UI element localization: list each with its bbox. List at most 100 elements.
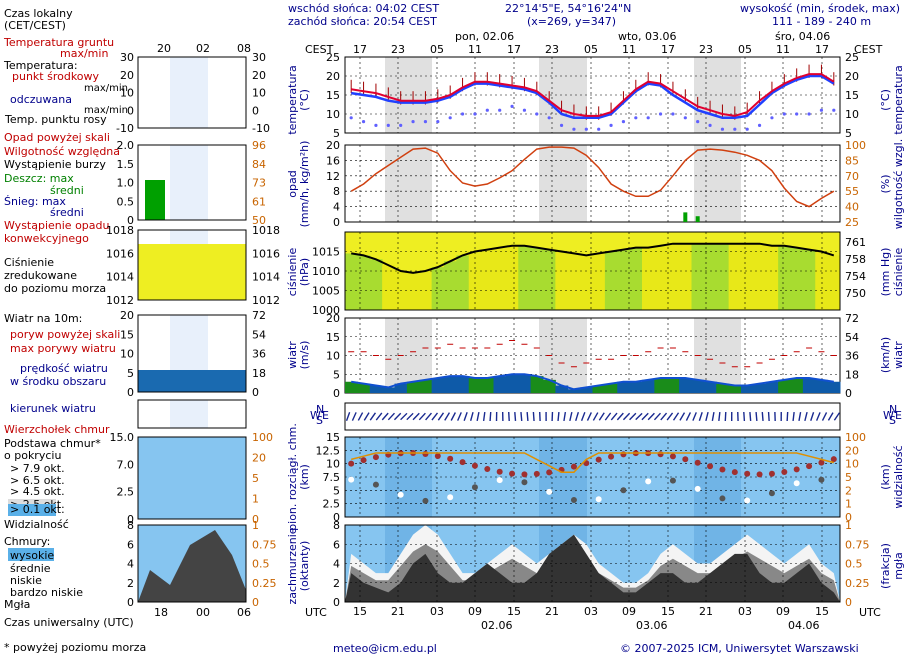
press-column: [691, 243, 705, 310]
mini-wind-fill: [138, 370, 246, 392]
cloud-base-dot: [570, 497, 577, 504]
wind-dir-arrow: [418, 412, 426, 421]
mini-temp-tick-label: -10: [116, 122, 134, 135]
wind-dir-arrow: [520, 411, 523, 422]
legend-okt-5-box: [8, 504, 56, 516]
mini-cover-frame: [137, 524, 247, 603]
dew-point-dot: [819, 108, 824, 112]
dew-point-dot: [485, 108, 489, 112]
temp-left-label: temperatura: [286, 65, 299, 134]
press-mmhg-label: 758: [845, 253, 866, 266]
mini-wind-tick-label: 15: [120, 328, 134, 341]
visibility-tick-label: 0: [845, 511, 852, 524]
press-mmhg-label: 761: [845, 236, 866, 249]
wind-dir-arrow: [629, 412, 637, 421]
dew-point-dot: [757, 123, 762, 127]
dew-point-dot: [547, 116, 551, 120]
cloud-top-dot: [682, 456, 689, 463]
legend-okt-5: > 0.1 okt.: [10, 503, 65, 516]
wind-dir-arrow: [833, 412, 841, 421]
press-column: [456, 255, 470, 310]
wind-dir-arrow: [532, 411, 535, 422]
dew-point-dot: [621, 120, 626, 124]
mini-wind-tick-label: 10: [120, 348, 134, 361]
mini-cloud-tick-label-right: 0: [252, 513, 259, 526]
cest-hour-label: 23: [391, 43, 405, 56]
wind-speed-column: [691, 379, 705, 393]
legend-storm: Wystąpienie burzy: [4, 158, 106, 171]
wind-dir-arrow: [369, 412, 377, 421]
cloud-base-dot: [521, 479, 528, 486]
cest-hour-label: 05: [738, 43, 752, 56]
mini-cover-area: [138, 530, 246, 602]
cest-hour-label: 17: [507, 43, 521, 56]
compass-right-w: W: [883, 409, 894, 422]
press-column: [493, 247, 507, 310]
coords-text: 22°14'5"E, 54°16'24"N: [505, 2, 631, 15]
dew-point-dot: [807, 112, 811, 116]
wind-speed-line: [351, 373, 834, 391]
cloud-right-unit: (km): [879, 464, 892, 490]
wind-panel: 0 5 10 15 20 0 18 36 54 72: [326, 312, 859, 400]
mini-precip-tick-label: 0: [127, 214, 134, 227]
temp-tick-label: 20: [845, 70, 859, 83]
footer-email[interactable]: meteo@icm.edu.pl: [333, 642, 437, 655]
mini-precip-tick-label-right: 73: [252, 177, 266, 190]
press-column: [617, 249, 631, 310]
cloud-top-dot: [806, 463, 813, 470]
humidity-tick-label: 40: [845, 201, 859, 214]
wind-speed-column: [827, 381, 841, 393]
legend-cl-vlow: bardzo niskie: [10, 586, 83, 599]
wind-dir-arrow: [622, 412, 631, 421]
press-tick-label: 1015: [312, 246, 340, 259]
press-column: [604, 251, 618, 310]
fog-tick-label: 0.75: [845, 538, 870, 551]
wind-kmh-tick-label: 36: [845, 350, 859, 363]
mini-dir-frame: [137, 399, 247, 429]
legend-convective-sub: konwekcyjnego: [4, 232, 89, 245]
cloud-base-dot: [793, 480, 800, 487]
legend-wind-speed: prędkość wiatru: [20, 362, 108, 375]
dew-point-dot: [349, 116, 353, 120]
mini-wind-tick-label-right: 54: [252, 328, 266, 341]
cloud-base-dot: [620, 487, 627, 494]
legend-visibility: Widzialność: [4, 518, 69, 531]
press-column: [629, 247, 643, 310]
fog-tick-label: 0: [845, 596, 852, 609]
press-panel: 1000 1005 1010 1015 750 754 758 761: [312, 231, 866, 317]
legend-temp-felt: odczuwana: [10, 93, 72, 106]
wind-dir-arrow: [610, 412, 618, 421]
utc-hour-label: 09: [622, 605, 636, 618]
mini-temp-tick-label-right: 0: [252, 104, 259, 117]
wind-speed-column: [716, 383, 730, 393]
precip-tick-label: 12: [326, 170, 340, 183]
mini-cloud-frame: [137, 436, 247, 520]
legend-gust-max: max porywy wiatru: [10, 342, 116, 355]
cloud-top-dot: [360, 457, 367, 464]
cloud-top-dot: [521, 471, 528, 478]
mini-temp-tick-label: 10: [120, 87, 134, 100]
press-column: [654, 245, 668, 310]
wind-dir-arrow: [482, 411, 486, 422]
temp-panel: 5 10 15 20 25 5 10 15 20 25: [326, 51, 859, 140]
press-column: [444, 261, 457, 310]
cloud-top-dot: [669, 453, 676, 460]
wind-dir-arrow: [692, 412, 697, 421]
mini-temp-tick-label: 0: [127, 104, 134, 117]
legend-cloud-base: Podstawa chmur*: [4, 437, 101, 450]
cover-tick-label: 2: [333, 577, 340, 590]
fog-tick-label: 1: [845, 519, 852, 532]
dew-point-dot: [696, 120, 700, 124]
legend-snow-max: Śnieg: max: [4, 195, 66, 208]
dew-point-dot: [658, 112, 663, 116]
wind-tick-label: 15: [326, 331, 340, 344]
cloud-base-dot: [447, 494, 454, 501]
mini-temp-tick-label-right: 10: [252, 87, 266, 100]
wind-speed-column: [629, 381, 643, 393]
cloud-base-dot: [595, 496, 602, 503]
press-column: [431, 267, 445, 310]
wind-dir-arrow: [431, 412, 439, 421]
legend-cl-low: niskie: [10, 574, 42, 587]
wind-right-label: wiatr: [892, 341, 905, 369]
